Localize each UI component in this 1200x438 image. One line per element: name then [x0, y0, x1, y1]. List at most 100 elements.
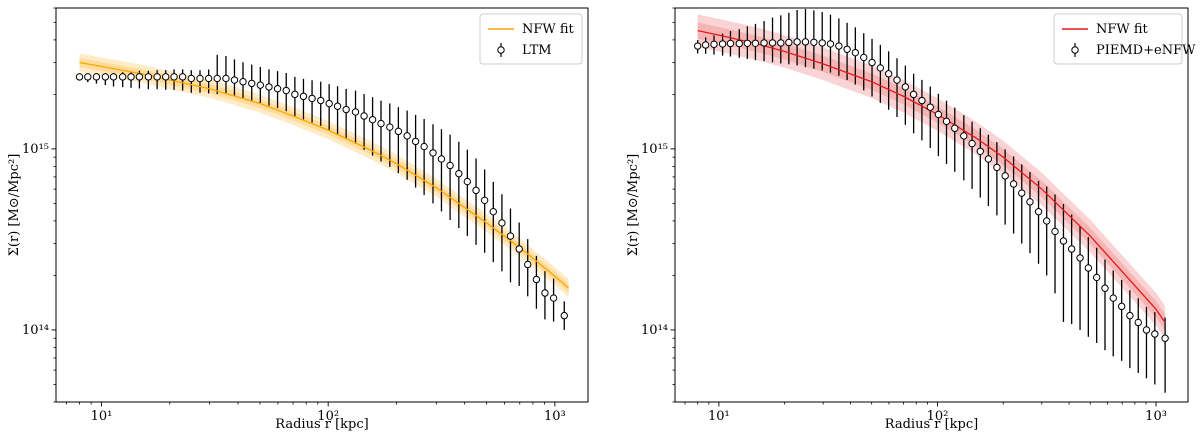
data-point: [360, 112, 368, 120]
legend-box: [479, 13, 583, 65]
data-point: [1117, 302, 1126, 311]
data-point: [480, 196, 489, 205]
x-axis-label: Radius r [kpc]: [275, 417, 368, 432]
data-point: [273, 85, 282, 93]
data-point: [777, 39, 785, 47]
data-point: [893, 76, 901, 84]
data-point: [256, 81, 265, 89]
data-point: [1084, 264, 1093, 272]
data-point: [1092, 273, 1101, 282]
data-point: [230, 76, 239, 84]
data-point: [1001, 172, 1009, 180]
y-axis-label: Σ(r) [M⊙/Mpc²]: [626, 154, 641, 257]
data-point: [1051, 227, 1059, 236]
data-point: [411, 137, 420, 146]
data-point: [1161, 334, 1169, 342]
fit-band-outer: [79, 53, 569, 298]
data-point: [693, 42, 702, 50]
data-point: [968, 139, 976, 148]
data-point: [735, 39, 743, 48]
nfw-fit-line: [79, 61, 570, 289]
data-point: [429, 149, 437, 157]
data-point: [934, 110, 943, 119]
data-point: [1067, 245, 1076, 253]
legend: NFW fit PIEMD+eNFW: [1053, 13, 1196, 65]
data-point: [818, 39, 826, 47]
data-point: [162, 73, 170, 81]
data-point: [826, 40, 835, 48]
data-point: [333, 102, 342, 110]
legend: NFW fit LTM: [479, 13, 583, 65]
data-point: [918, 96, 926, 105]
data-point: [541, 289, 549, 297]
data-point: [170, 73, 178, 81]
data-point: [299, 92, 308, 101]
data-point: [909, 90, 918, 99]
data-point: [760, 39, 768, 47]
data-point: [976, 147, 984, 155]
data-point: [1076, 254, 1084, 262]
data-point: [144, 73, 153, 81]
data-point: [187, 74, 196, 83]
left-panel: 10¹ 10² 10³ 10¹⁴ 10¹⁵ Radius r [kpc] Σ(r) [M⊙/…: [7, 7, 589, 432]
legend-label-fit: NFW fit: [1096, 22, 1149, 37]
axes-frame: [674, 7, 1189, 403]
data-point: [701, 41, 710, 49]
data-point: [239, 78, 247, 86]
y-axis-label: Σ(r) [M⊙/Mpc²]: [7, 154, 22, 257]
data-point: [926, 103, 934, 111]
data-point: [532, 275, 541, 284]
plot-area: [693, 8, 1169, 393]
data-point: [560, 311, 568, 320]
data-point: [394, 127, 403, 136]
data-point: [342, 105, 350, 114]
data-point: [178, 73, 187, 81]
data-point: [1134, 318, 1142, 327]
data-point: [1034, 207, 1043, 216]
data-point: [1109, 294, 1117, 302]
y-tick-label: 10¹⁴: [22, 323, 49, 338]
legend-box: [1053, 13, 1183, 65]
data-point: [204, 74, 213, 83]
data-point: [524, 260, 532, 269]
data-point: [308, 94, 316, 103]
data-point: [1101, 284, 1109, 292]
data-point: [793, 38, 801, 46]
data-point: [135, 73, 144, 81]
data-point: [109, 73, 118, 81]
data-point: [92, 73, 101, 81]
data-point: [1059, 237, 1068, 245]
data-point: [317, 96, 325, 105]
data-point: [1018, 189, 1026, 197]
data-point: [1126, 311, 1134, 320]
data-point: [291, 90, 299, 99]
data-point: [368, 115, 377, 124]
x-axis-label: Radius r [kpc]: [885, 417, 978, 432]
axes-frame: [55, 7, 589, 403]
plot-area: [75, 53, 570, 330]
data-point: [455, 169, 463, 178]
data-point: [901, 83, 910, 91]
legend-label-fit: NFW fit: [522, 22, 575, 37]
data-point: [386, 123, 394, 131]
x-tick-label: 10³: [1145, 409, 1167, 424]
y-tick-label: 10¹⁵: [641, 142, 668, 157]
data-point: [325, 99, 333, 108]
data-point: [549, 294, 558, 302]
legend-marker-swatch: [1071, 46, 1079, 54]
data-point: [84, 73, 92, 81]
data-point: [1142, 326, 1151, 334]
data-point: [718, 40, 727, 48]
data-point: [951, 124, 959, 132]
data-point: [876, 64, 885, 72]
data-point: [785, 38, 793, 47]
data-point: [984, 155, 993, 163]
data-point: [768, 39, 777, 47]
data-point: [213, 74, 221, 83]
y-tick-label: 10¹⁵: [22, 142, 49, 157]
data-point: [437, 155, 446, 163]
data-point: [810, 38, 818, 46]
data-point: [860, 53, 868, 62]
